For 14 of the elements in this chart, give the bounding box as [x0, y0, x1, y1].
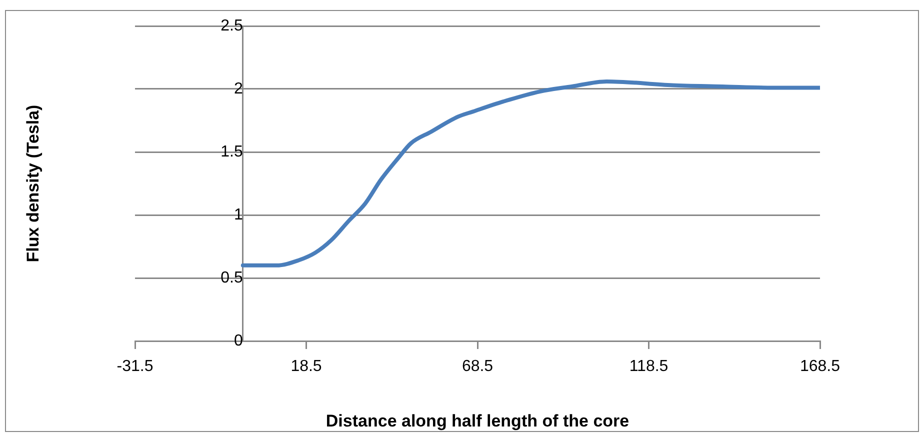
y-tick-label: 1	[234, 206, 243, 224]
x-tick-label: 168.5	[800, 358, 840, 376]
line-series	[240, 79, 820, 268]
y-tick-label: 0	[234, 332, 243, 350]
y-tick-label: 2	[234, 80, 243, 98]
x-axis-title: Distance along half length of the core	[326, 411, 630, 430]
y-tick-label: 2.5	[220, 17, 243, 34]
x-tick-label: 68.5	[462, 358, 494, 376]
y-tick-label: 1.5	[220, 143, 243, 160]
x-tick-label: 18.5	[290, 358, 322, 376]
x-tick-label: 118.5	[629, 358, 668, 376]
y-tick-label: 0.5	[220, 269, 243, 286]
x-tick-label: -31.5	[116, 358, 154, 376]
y-axis-title: Flux density (Tesla)	[24, 104, 43, 262]
